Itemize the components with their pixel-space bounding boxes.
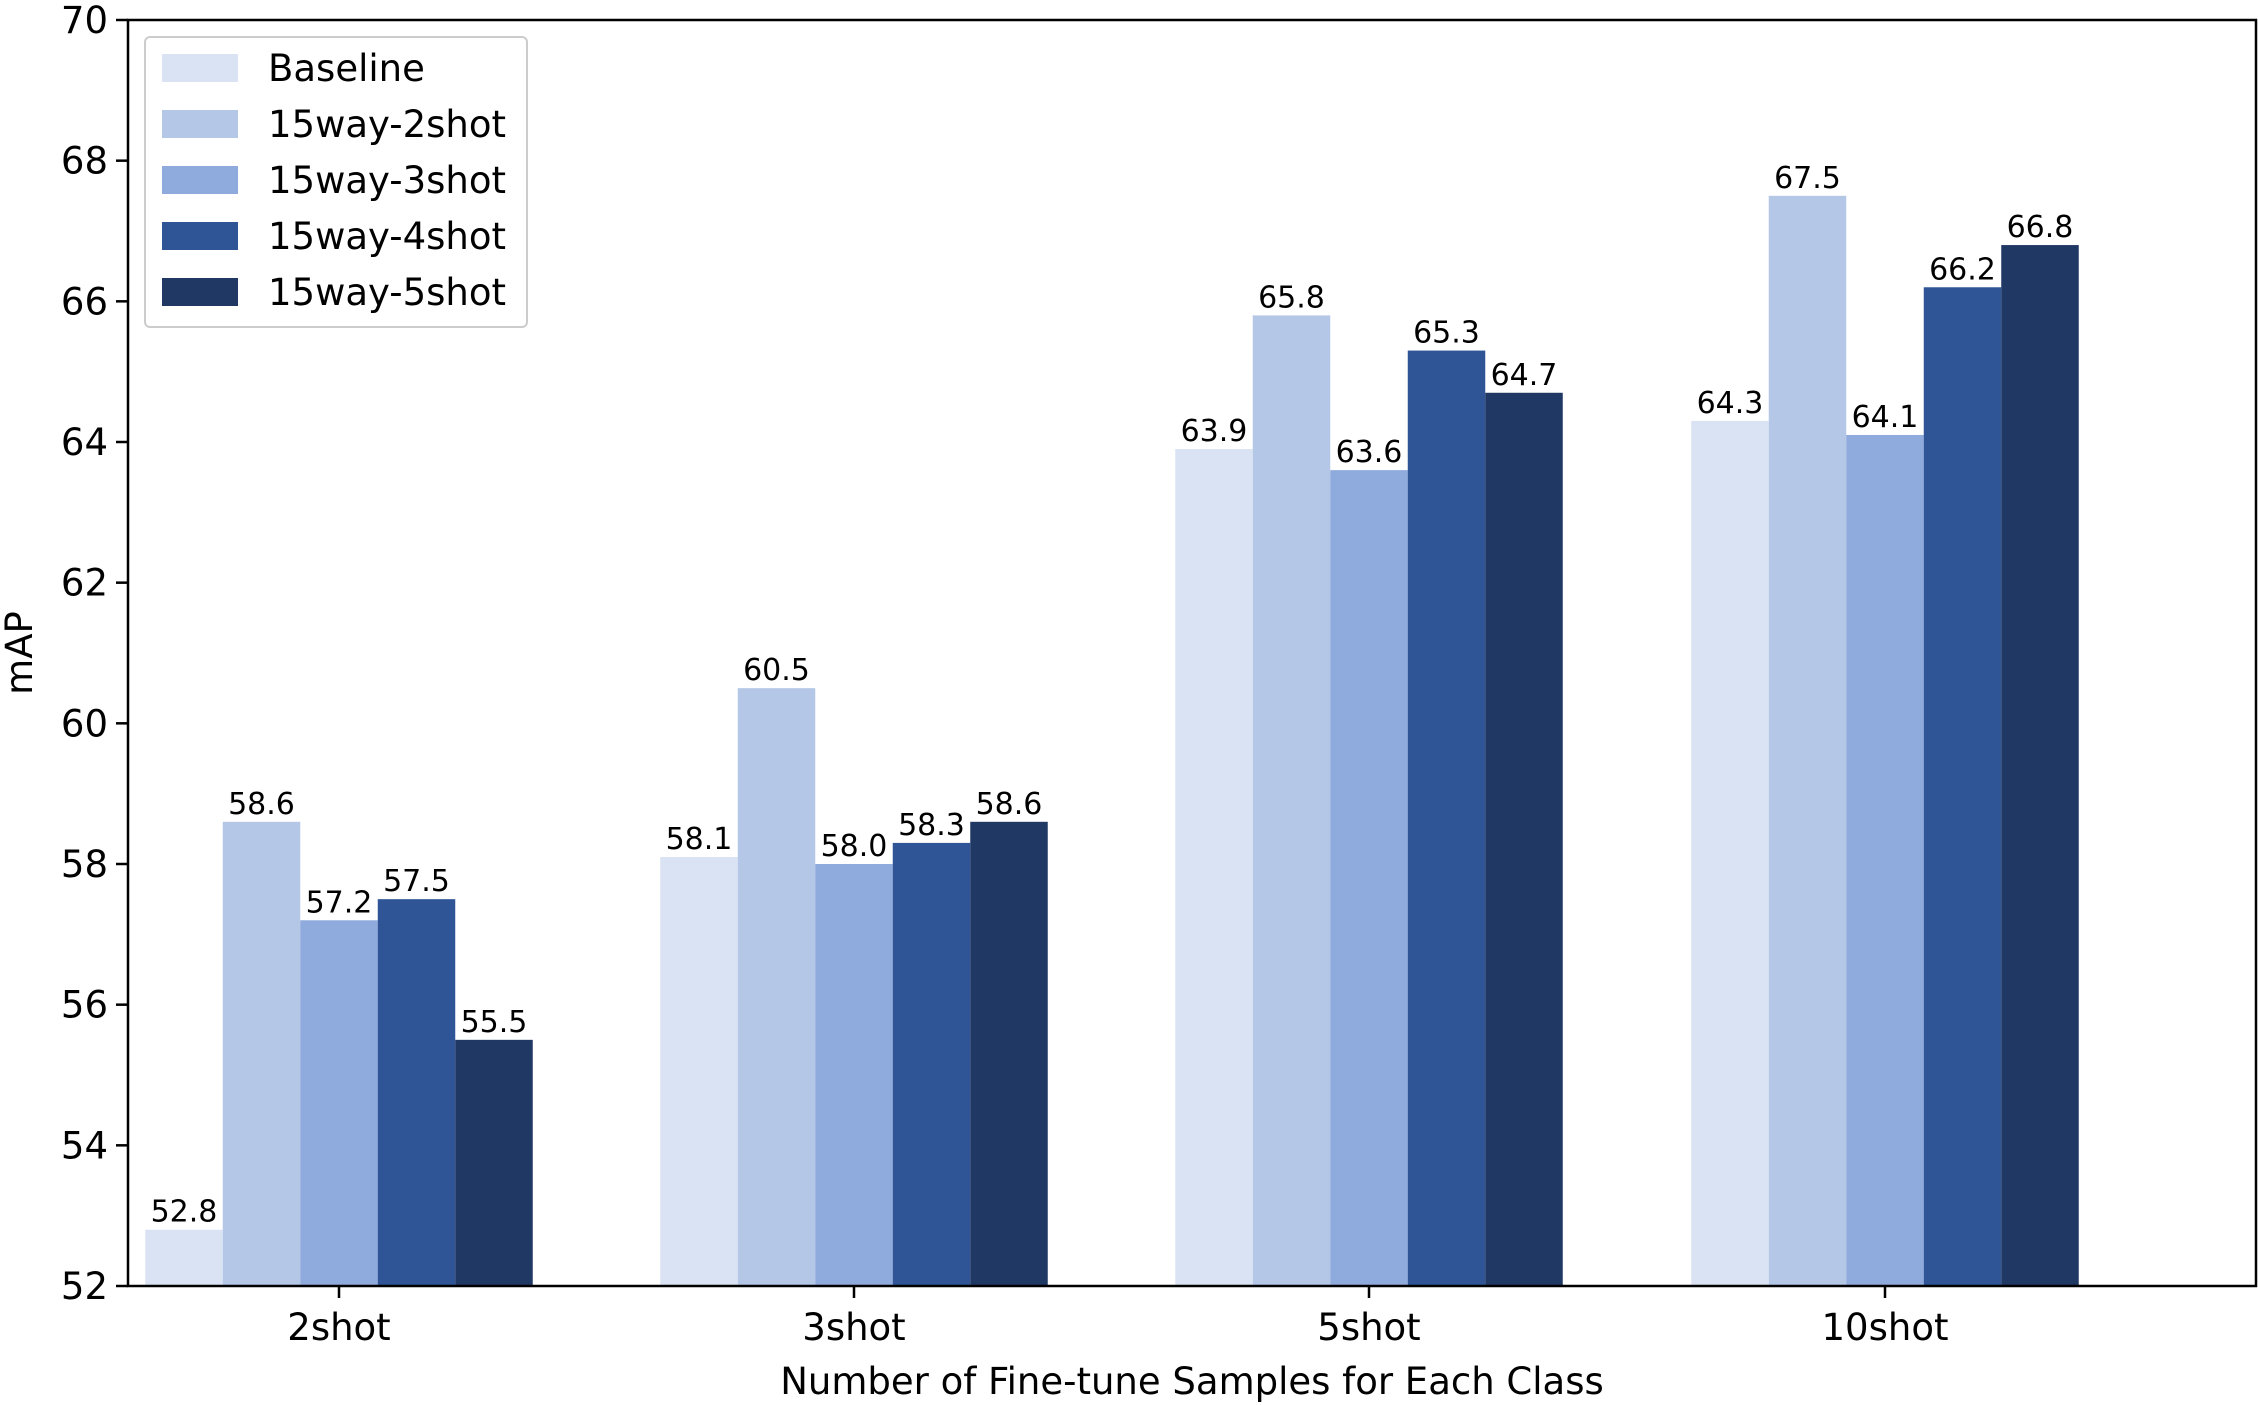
data-label-10shot-15way-5shot: 66.8 <box>2007 210 2074 245</box>
bar-10shot-15way-3shot <box>1846 434 1924 1286</box>
data-label-2shot-15way-2shot: 58.6 <box>228 787 295 822</box>
data-label-2shot-15way-4shot: 57.5 <box>383 864 450 899</box>
y-tick-label-64: 64 <box>61 421 108 464</box>
data-label-3shot-15way-2shot: 60.5 <box>743 653 810 688</box>
y-tick-label-62: 62 <box>61 562 108 605</box>
x-tick-label-3shot: 3shot <box>802 1306 905 1349</box>
bar-2shot-15way-3shot <box>300 920 378 1286</box>
bar-2shot-15way-2shot <box>222 821 301 1286</box>
bar-10shot-15way-4shot <box>1923 287 2002 1286</box>
data-label-2shot-15way-3shot: 57.2 <box>306 885 373 920</box>
bar-5shot-15way-3shot <box>1330 470 1408 1287</box>
legend-swatch-15way-4shot <box>162 222 238 250</box>
data-labels-layer: 52.8 58.1 63.9 64.3 58.6 60.5 65.8 67.5 57.2 58.0… <box>151 161 2074 1230</box>
bar-2shot-Baseline <box>145 1229 223 1286</box>
legend-swatch-Baseline <box>162 54 238 82</box>
y-axis: 52 54 56 58 60 62 64 66 68 70 <box>61 0 128 1308</box>
data-label-5shot-15way-2shot: 65.8 <box>1258 280 1325 315</box>
data-label-3shot-15way-4shot: 58.3 <box>898 808 965 843</box>
data-label-10shot-15way-2shot: 67.5 <box>1774 161 1841 196</box>
legend-label-15way-4shot: 15way-4shot <box>268 215 506 258</box>
y-tick-label-60: 60 <box>61 702 108 745</box>
data-label-5shot-15way-5shot: 64.7 <box>1491 358 1558 393</box>
y-tick-label-54: 54 <box>61 1124 108 1167</box>
y-tick-label-66: 66 <box>61 280 108 323</box>
y-tick-label-52: 52 <box>61 1265 108 1308</box>
y-tick-label-56: 56 <box>61 984 108 1027</box>
bar-2shot-15way-5shot <box>455 1039 533 1286</box>
bar-10shot-15way-5shot <box>2001 245 2079 1287</box>
data-label-5shot-15way-3shot: 63.6 <box>1336 435 1403 470</box>
x-tick-label-2shot: 2shot <box>287 1306 390 1349</box>
legend-swatch-15way-3shot <box>162 166 238 194</box>
data-label-5shot-15way-4shot: 65.3 <box>1413 316 1480 351</box>
legend-label-15way-2shot: 15way-2shot <box>268 103 506 146</box>
bar-3shot-15way-5shot <box>970 821 1048 1286</box>
bars-layer <box>145 195 2079 1287</box>
data-label-5shot-Baseline: 63.9 <box>1181 414 1248 449</box>
bar-10shot-15way-2shot <box>1768 195 1847 1286</box>
legend: Baseline 15way-2shot 15way-3shot 15way-4sho… <box>144 36 528 328</box>
legend-box <box>144 36 528 328</box>
data-label-10shot-15way-4shot: 66.2 <box>1929 252 1996 287</box>
bar-3shot-15way-2shot <box>737 688 816 1286</box>
bar-10shot-Baseline <box>1691 420 1769 1286</box>
legend-label-15way-3shot: 15way-3shot <box>268 159 506 202</box>
x-axis: 2shot 3shot 5shot 10shot <box>287 1286 1948 1349</box>
plot-frame <box>126 18 2258 1288</box>
legend-label-15way-5shot: 15way-5shot <box>268 271 506 314</box>
bar-5shot-Baseline <box>1175 449 1253 1286</box>
legend-swatch-15way-2shot <box>162 110 238 138</box>
bar-2shot-15way-4shot <box>377 899 456 1286</box>
bar-3shot-15way-4shot <box>892 842 971 1286</box>
data-label-10shot-15way-3shot: 64.1 <box>1852 400 1919 435</box>
bar-5shot-15way-4shot <box>1407 350 1486 1287</box>
bar-5shot-15way-5shot <box>1485 392 1563 1286</box>
data-label-3shot-Baseline: 58.1 <box>666 822 733 857</box>
x-tick-label-10shot: 10shot <box>1822 1306 1949 1349</box>
legend-swatch-15way-5shot <box>162 278 238 306</box>
bar-5shot-15way-2shot <box>1252 315 1331 1286</box>
x-tick-label-5shot: 5shot <box>1317 1306 1420 1349</box>
y-tick-label-70: 70 <box>61 0 108 42</box>
data-label-2shot-15way-5shot: 55.5 <box>461 1005 528 1040</box>
y-tick-label-68: 68 <box>61 140 108 183</box>
data-label-10shot-Baseline: 64.3 <box>1697 386 1764 421</box>
y-tick-label-58: 58 <box>61 843 108 886</box>
legend-label-Baseline: Baseline <box>268 47 425 90</box>
bar-3shot-15way-3shot <box>815 864 893 1286</box>
y-axis-label: mAP <box>0 611 41 695</box>
x-axis-label: Number of Fine-tune Samples for Each Cla… <box>780 1360 1604 1403</box>
data-label-3shot-15way-5shot: 58.6 <box>976 787 1043 822</box>
bar-3shot-Baseline <box>660 856 738 1286</box>
data-label-2shot-Baseline: 52.8 <box>151 1195 218 1230</box>
data-label-3shot-15way-3shot: 58.0 <box>821 829 888 864</box>
